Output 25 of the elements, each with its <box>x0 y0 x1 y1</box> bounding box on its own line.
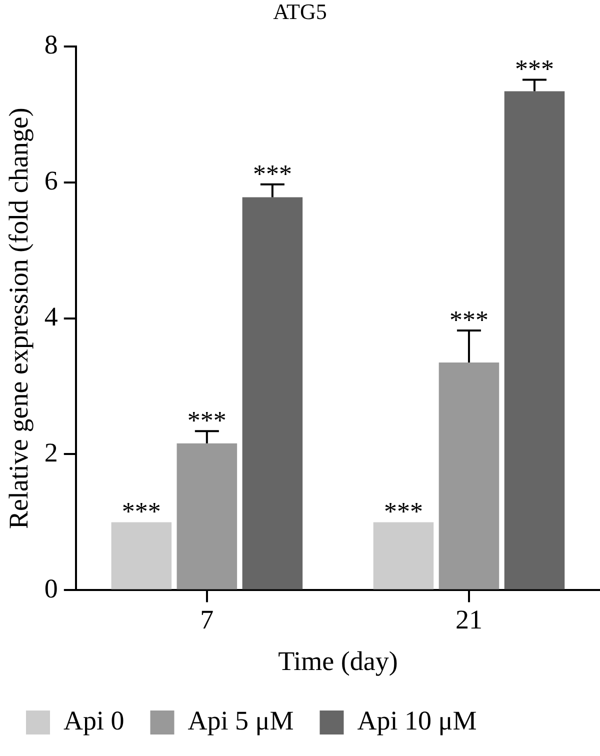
y-tick-label: 6 <box>44 165 58 196</box>
y-tick-label: 0 <box>44 573 58 604</box>
x-axis-title: Time (day) <box>278 646 398 676</box>
chart-title: ATG5 <box>273 0 327 24</box>
data-label: *** <box>449 306 488 335</box>
x-tick-label: 21 <box>455 604 482 634</box>
bar <box>504 91 565 590</box>
y-tick-label: 4 <box>44 301 58 332</box>
bar <box>242 197 303 590</box>
data-label: *** <box>384 497 423 526</box>
bar <box>111 522 172 590</box>
x-tick-label: 7 <box>200 604 214 634</box>
data-label: *** <box>187 406 226 436</box>
bar <box>438 362 500 590</box>
y-axis-title: Relative gene expression (fold change) <box>3 108 34 529</box>
bar <box>176 443 238 590</box>
bar <box>373 522 434 590</box>
data-label: *** <box>252 159 292 188</box>
data-label: *** <box>122 497 161 526</box>
y-tick-label: 8 <box>44 29 58 60</box>
y-tick-label: 2 <box>44 437 58 468</box>
data-label: *** <box>514 54 554 84</box>
legend-label: Api 0 <box>64 706 124 736</box>
legend-label: Api 5 μM <box>188 706 294 736</box>
legend-label: Api 10 μM <box>357 706 477 736</box>
